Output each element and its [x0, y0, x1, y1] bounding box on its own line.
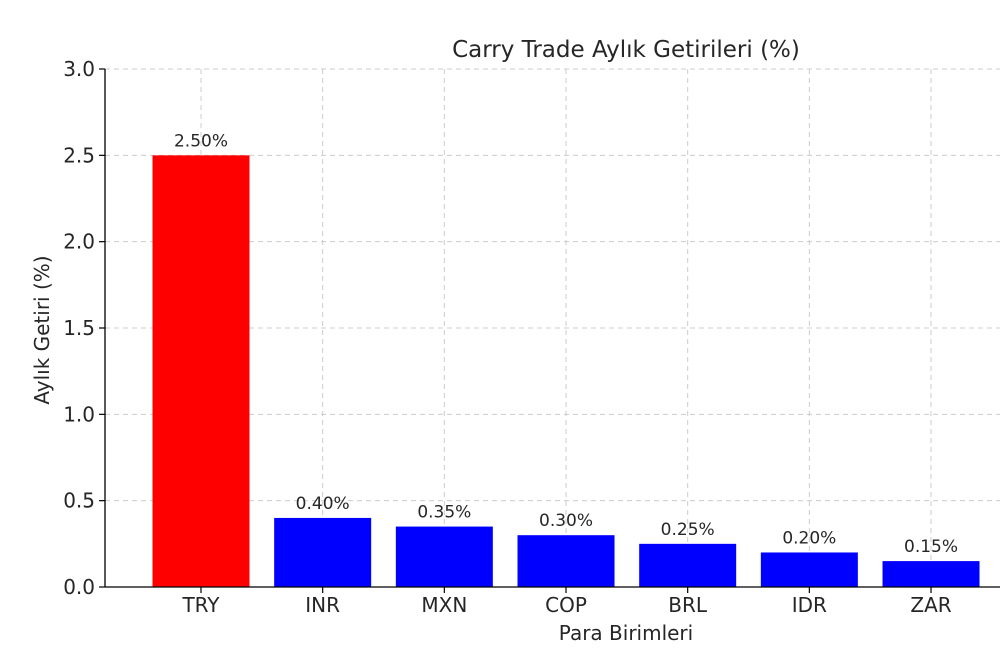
data-label: 0.15%: [904, 537, 958, 557]
x-tick-label: TRY: [181, 593, 220, 617]
x-tick-label: BRL: [668, 593, 708, 617]
y-axis-title: Aylık Getiri (%): [30, 255, 54, 404]
x-tick-label: INR: [305, 593, 340, 617]
bar-mxn: [395, 526, 493, 587]
data-label: 0.20%: [782, 528, 836, 548]
data-label: 0.35%: [417, 503, 471, 523]
bar-brl: [639, 543, 737, 587]
bar-zar: [882, 561, 980, 587]
bars: [152, 155, 980, 588]
axes: 0.0 0.5 1.0 1.5 2.0 2.5 3.0 TRY INR MXN COP BRL IDR Z…: [63, 57, 1000, 617]
y-tick-label: 2.0: [63, 230, 95, 254]
data-label: 0.30%: [539, 511, 593, 531]
y-tick-label: 1.0: [63, 402, 95, 426]
bar-cop: [517, 535, 615, 587]
x-tick-label: IDR: [792, 593, 827, 617]
data-label: 0.25%: [661, 520, 715, 540]
bar-idr: [760, 552, 858, 587]
data-label: 0.40%: [296, 494, 350, 514]
y-tick-label: 0.0: [63, 575, 95, 599]
data-label: 2.50%: [174, 131, 228, 151]
data-labels: 2.50% 0.40% 0.35% 0.30% 0.25% 0.20% 0.15%: [174, 131, 958, 557]
y-tick-label: 1.5: [63, 316, 95, 340]
x-tick-label: MXN: [421, 593, 467, 617]
x-tick-label: ZAR: [910, 593, 951, 617]
y-tick-label: 0.5: [63, 489, 95, 513]
x-tick-label: COP: [545, 593, 587, 617]
bar-try: [152, 155, 250, 588]
y-tick-label: 3.0: [63, 57, 95, 81]
chart-title: Carry Trade Aylık Getirileri (%): [452, 37, 800, 63]
bar-inr: [274, 517, 372, 587]
y-tick-label: 2.5: [63, 143, 95, 167]
x-axis-title: Para Birimleri: [559, 621, 693, 645]
